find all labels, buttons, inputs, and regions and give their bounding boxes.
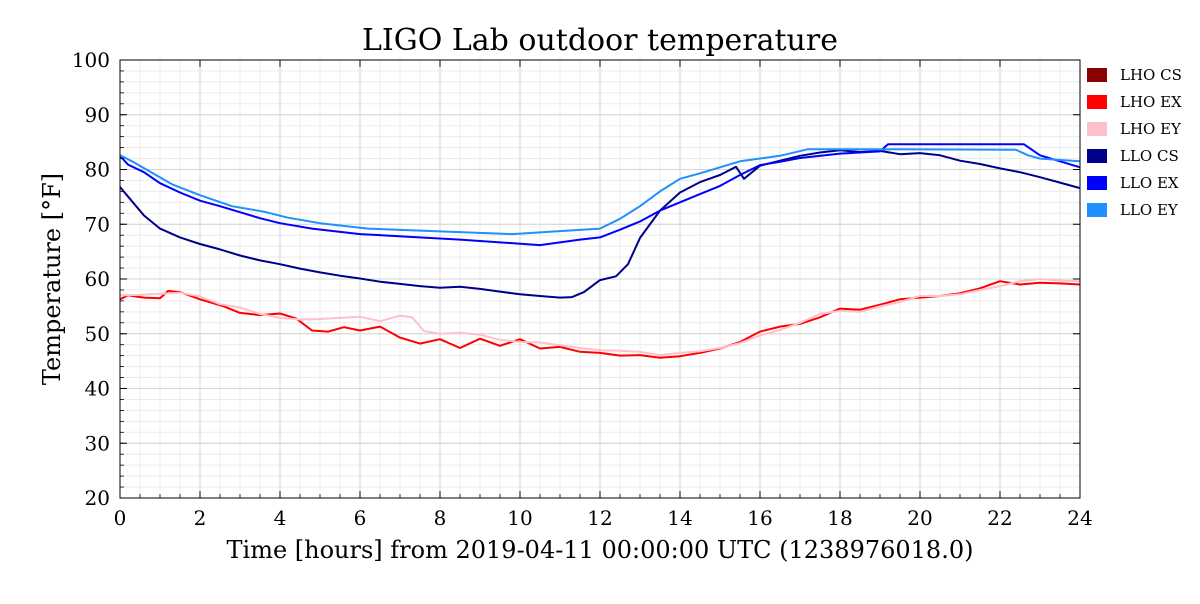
legend-label: LHO EX [1120,93,1182,111]
series-line-llo-cs [119,149,1081,299]
legend: LHO CS LHO EX LHO EY LLO CS LLO EX LLO EY [1087,66,1182,219]
y-tick-label: 60 [85,267,110,291]
y-tick-label: 40 [85,377,110,401]
grid [119,59,1081,499]
x-tick-label: 0 [114,506,127,530]
legend-swatch [1087,122,1107,136]
legend-swatch [1087,68,1107,82]
y-axis-label: Temperature [°F] [38,173,66,385]
y-tick-label: 20 [85,486,110,510]
legend-swatch [1087,95,1107,109]
x-tick-label: 18 [827,506,852,530]
y-tick-label: 50 [85,322,110,346]
x-tick-label: 12 [587,506,612,530]
y-tick-label: 100 [72,48,110,72]
x-tick-label: 24 [1067,506,1092,530]
x-tick-label: 22 [987,506,1012,530]
x-tick-label: 4 [274,506,287,530]
x-axis-label: Time [hours] from 2019-04-11 00:00:00 UT… [227,536,974,564]
series-line-lho-ey [119,278,1081,357]
legend-label: LLO EY [1120,201,1179,219]
y-tick-label: 30 [85,431,110,455]
x-tick-label: 10 [507,506,532,530]
x-tick-label: 14 [667,506,692,530]
y-tick-label: 90 [85,103,110,127]
x-tick-label: 16 [747,506,772,530]
legend-swatch [1087,176,1107,190]
legend-label: LLO EX [1120,174,1179,192]
legend-label: LHO CS [1120,66,1182,84]
series-line-llo-ex [119,143,1081,247]
x-tick-label: 8 [434,506,447,530]
chart-title: LIGO Lab outdoor temperature [362,23,838,58]
series-lines [119,143,1081,359]
legend-swatch [1087,149,1107,163]
x-tick-label: 20 [907,506,932,530]
legend-swatch [1087,203,1107,217]
y-tick-label: 80 [85,158,110,182]
x-tick-label: 6 [354,506,367,530]
legend-label: LLO CS [1120,147,1179,165]
legend-label: LHO EY [1120,120,1182,138]
x-tick-label: 2 [194,506,207,530]
y-tick-label: 70 [85,212,110,236]
series-line-llo-ey [119,148,1081,236]
